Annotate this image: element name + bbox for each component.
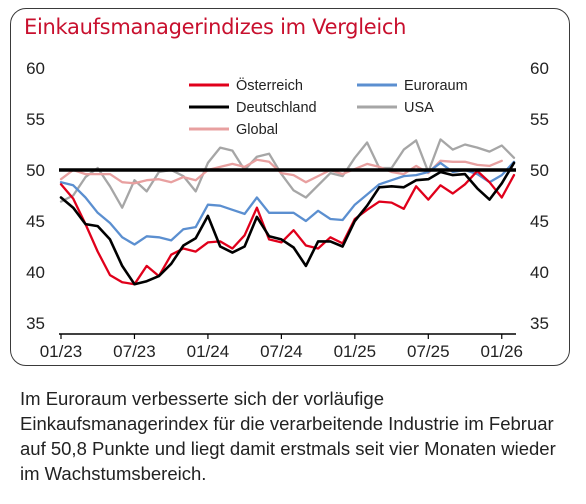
series-line-deutschland — [59, 161, 516, 286]
legend-label: Österreich — [236, 76, 303, 94]
x-tick-label: 07/24 — [260, 342, 303, 361]
y-tick-label-right: 40 — [530, 263, 549, 282]
legend-label: Deutschland — [236, 100, 317, 116]
caption-text: Im Euroraum verbesserte sich der vorläuf… — [20, 388, 556, 484]
y-tick-label-left: 50 — [26, 161, 45, 180]
y-tick-label-left: 55 — [26, 110, 45, 129]
y-tick-label-right: 55 — [530, 110, 549, 129]
y-tick-label-left: 60 — [26, 59, 45, 78]
x-tick-label: 07/25 — [407, 342, 450, 361]
y-tick-label-right: 45 — [530, 212, 549, 231]
y-tick-label-left: 35 — [26, 314, 45, 333]
x-tick-label: 01/23 — [40, 342, 83, 361]
x-tick-label: 01/24 — [187, 342, 230, 361]
y-tick-label-right: 60 — [530, 59, 549, 78]
line-chart: 35 35 40 40 45 45 50 50 55 55 60 60 01/23 07/23 01/24 0… — [26, 59, 549, 361]
series-line--sterreich — [59, 169, 516, 286]
chart-title: Einkaufsmanagerindizes im Vergleich — [24, 15, 407, 39]
legend-label: Euroraum — [404, 78, 468, 94]
y-tick-label-right: 35 — [530, 314, 549, 333]
x-tick-label: 01/26 — [480, 342, 523, 361]
legend-label: USA — [404, 100, 434, 116]
x-tick-label: 01/25 — [334, 342, 377, 361]
series-line-euroraum — [59, 160, 516, 246]
y-tick-label-right: 50 — [530, 161, 549, 180]
x-tick-label: 07/23 — [113, 342, 156, 361]
y-tick-label-left: 45 — [26, 212, 45, 231]
y-tick-label-left: 40 — [26, 263, 45, 282]
legend-label: Global — [236, 122, 278, 138]
